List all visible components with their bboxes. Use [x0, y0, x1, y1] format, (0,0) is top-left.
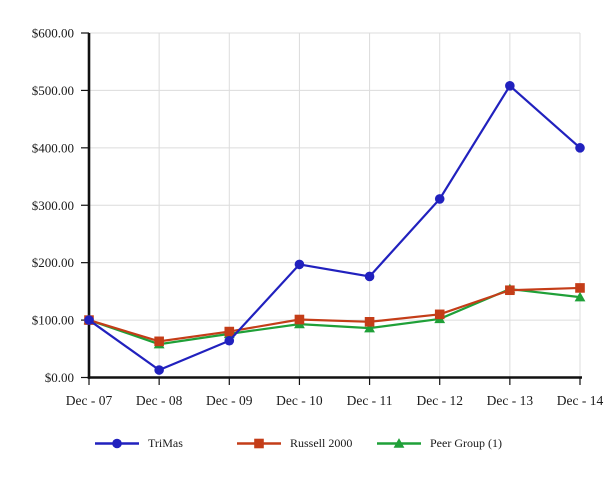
- trimas-series-marker-icon: [95, 438, 139, 448]
- x-tick-label: Dec - 13: [487, 393, 534, 408]
- series-line-peer-group-1: [88, 287, 581, 346]
- x-tick-label: Dec - 12: [416, 393, 462, 408]
- y-tick-label: $600.00: [32, 26, 74, 41]
- data-point-trimas: [505, 81, 515, 91]
- data-point-russell-2000: [575, 283, 585, 293]
- x-tick-label: Dec - 14: [557, 393, 604, 408]
- series-line-russell-2000: [88, 286, 581, 343]
- russell-2000-series-marker-icon: [237, 438, 281, 448]
- y-tick-label: $100.00: [32, 313, 74, 328]
- x-tick-label: Dec - 07: [66, 393, 113, 408]
- x-tick-label: Dec - 10: [276, 393, 323, 408]
- russell-2000-legend-label: Russell 2000: [290, 435, 353, 450]
- data-point-russell-2000: [294, 314, 305, 325]
- trimas-legend-label: TriMas: [148, 435, 183, 450]
- data-point-peer-group-1: [364, 322, 375, 333]
- y-tick-label: $0.00: [45, 370, 74, 385]
- y-tick-label: $500.00: [32, 83, 74, 98]
- y-tick-label: $200.00: [32, 255, 74, 270]
- data-point-trimas: [84, 315, 94, 325]
- legend-marker-shape-peer-group-1: [393, 437, 405, 448]
- legend-item-peer-group: Peer Group (1): [377, 431, 502, 455]
- x-tick-label: Dec - 09: [206, 393, 253, 408]
- data-point-trimas: [575, 143, 585, 153]
- peer-group-legend-label: Peer Group (1): [430, 435, 502, 450]
- legend-item-trimas: TriMas: [95, 431, 183, 455]
- series-line-trimas: [88, 84, 581, 372]
- x-tick-label: Dec - 11: [347, 393, 393, 408]
- data-point-trimas: [364, 271, 375, 282]
- y-tick-label: $400.00: [32, 140, 74, 155]
- data-point-peer-group-1: [574, 291, 586, 302]
- y-tick-label: $300.00: [32, 198, 74, 213]
- data-point-russell-2000: [505, 285, 515, 296]
- data-point-russell-2000: [154, 336, 164, 347]
- legend-marker-shape-russell-2000: [254, 438, 264, 448]
- data-point-trimas: [154, 365, 164, 375]
- chart-legend: TriMas Russell 2000 Peer Group (1): [0, 431, 613, 455]
- data-point-russell-2000: [224, 326, 235, 337]
- legend-item-russell-2000: Russell 2000: [237, 431, 352, 455]
- peer-group-series-marker-icon: [377, 437, 421, 448]
- data-point-russell-2000: [434, 309, 445, 320]
- x-tick-label: Dec - 08: [136, 393, 183, 408]
- data-point-trimas: [224, 335, 235, 346]
- legend-marker-shape-trimas: [112, 438, 122, 448]
- data-point-trimas: [434, 194, 445, 204]
- data-point-trimas: [294, 259, 305, 270]
- data-point-russell-2000: [364, 317, 375, 327]
- stock-performance-chart: $0.00 $100.00 $200.00 $300.00 $400.00 $500.00…: [32, 26, 604, 409]
